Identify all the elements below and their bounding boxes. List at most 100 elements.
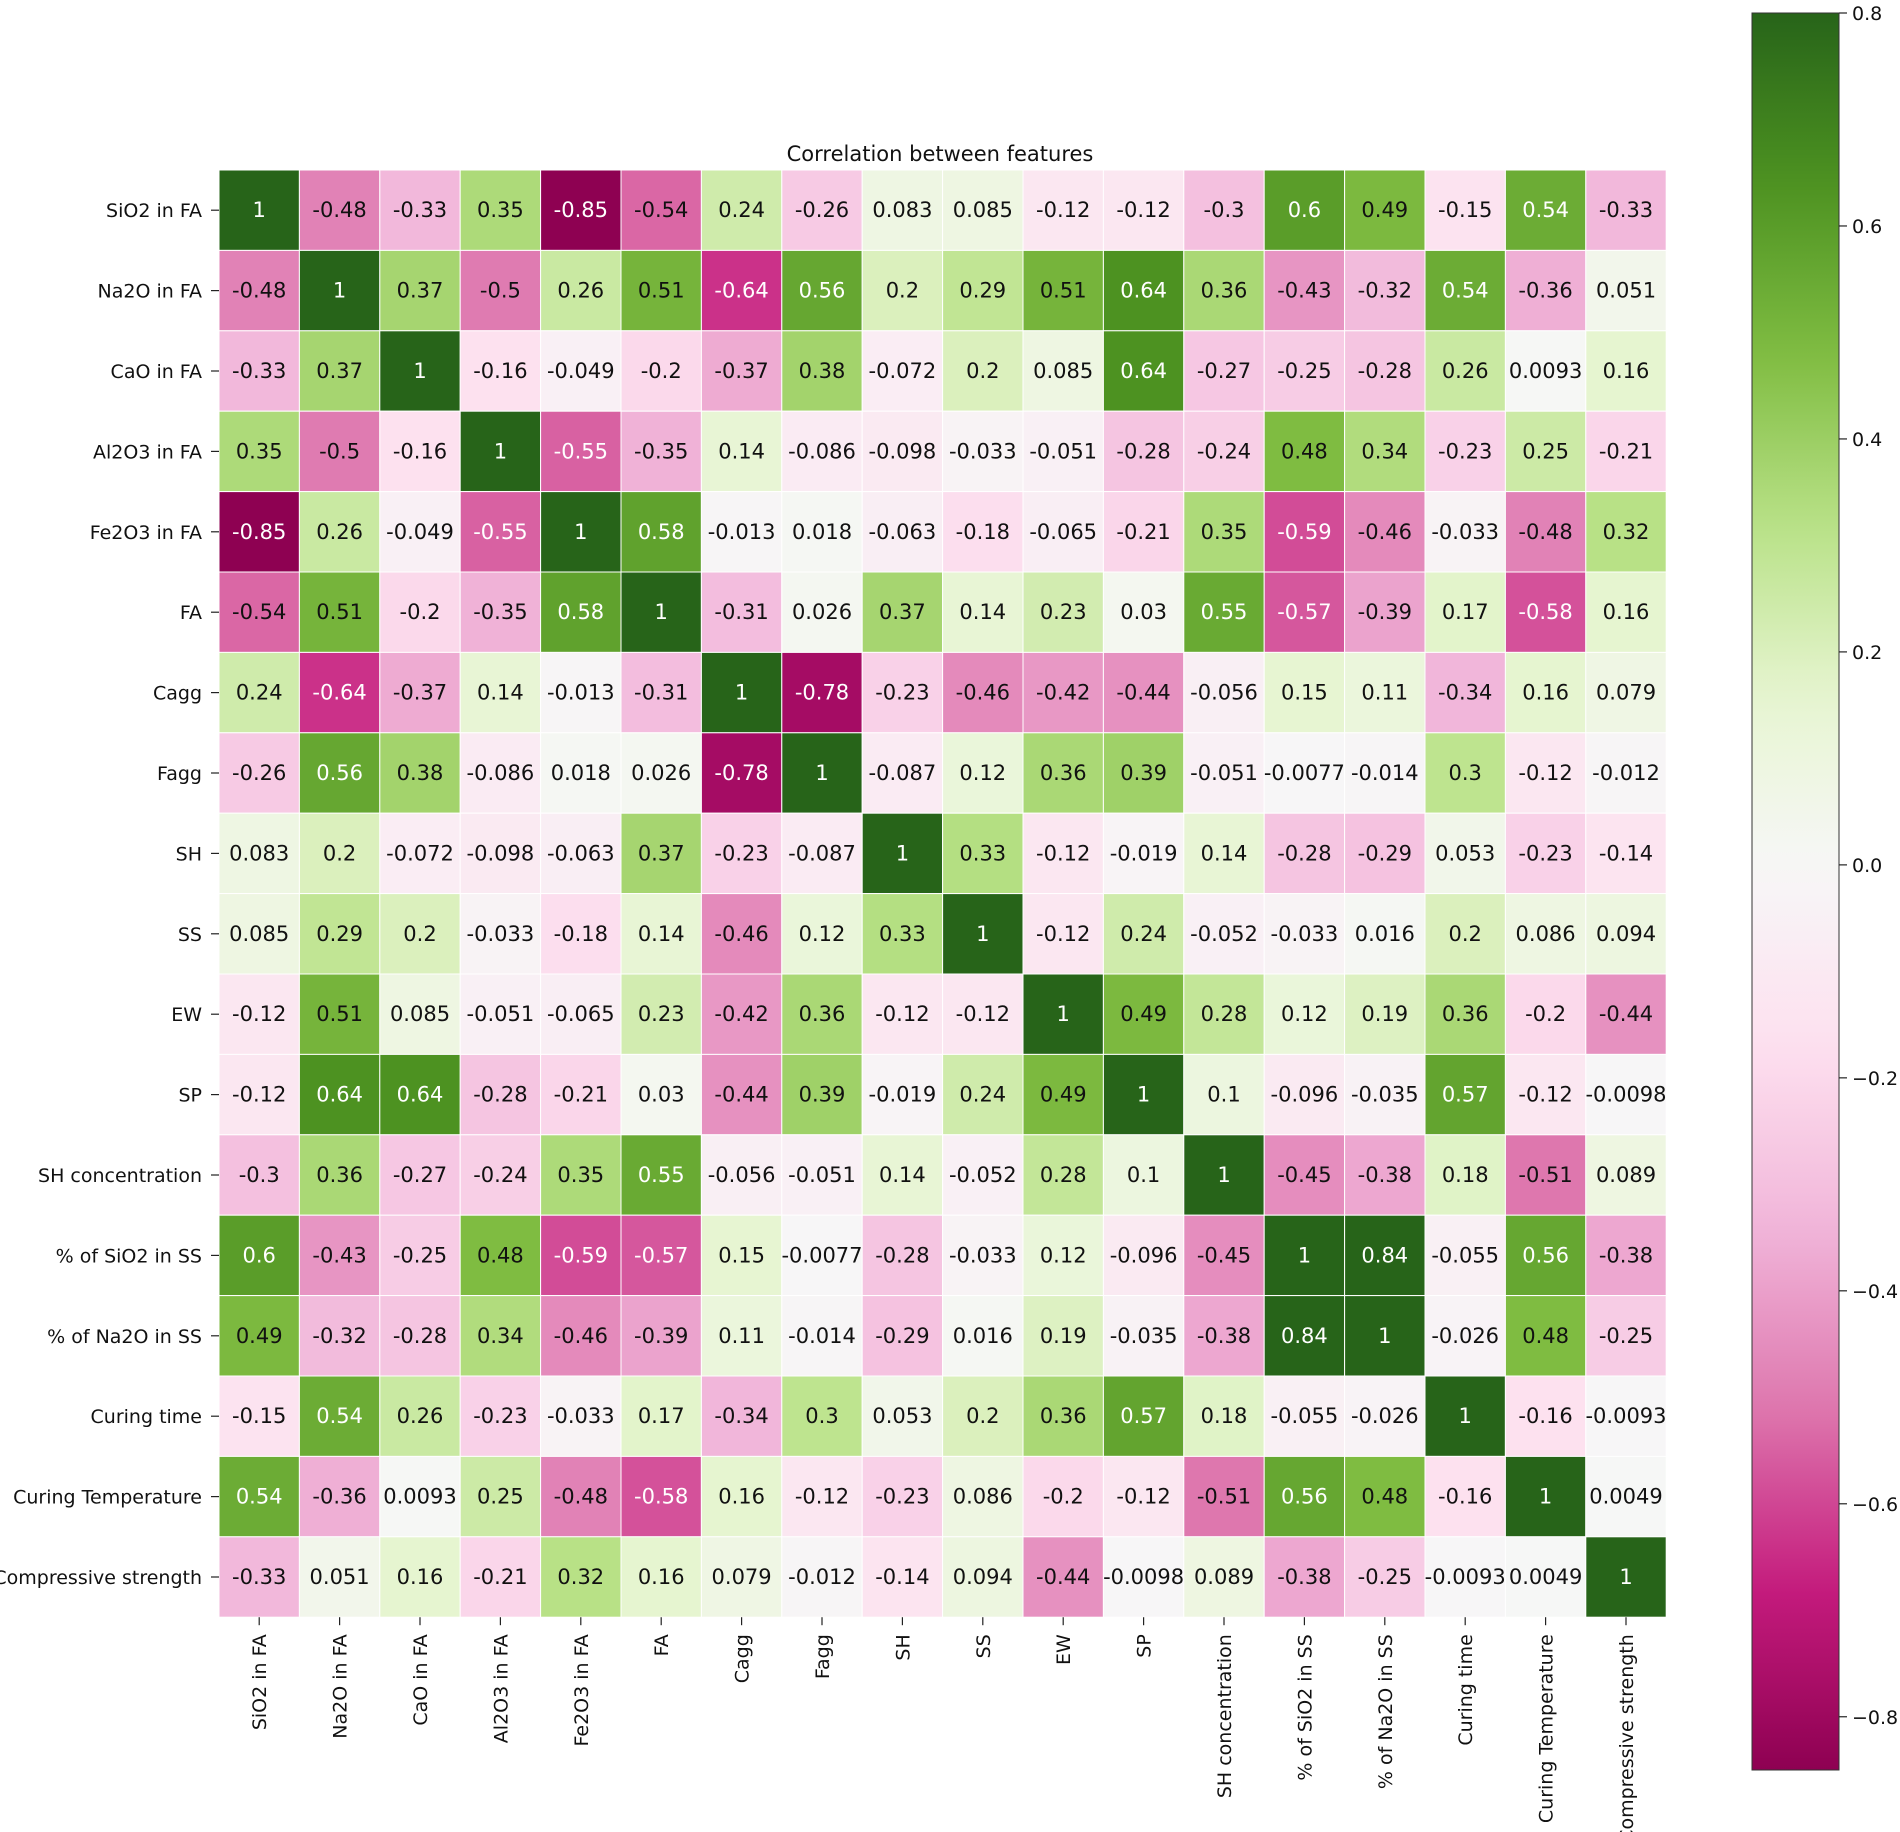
- y-tick-label: % of SiO2 in SS: [56, 1245, 202, 1267]
- cell-value-label: -0.056: [708, 1163, 776, 1187]
- cell-value-label: -0.21: [1116, 520, 1170, 544]
- heatmap-cell: [1102, 1295, 1185, 1377]
- heatmap-cell: [540, 812, 622, 895]
- cell-value-label: -0.78: [714, 761, 768, 785]
- heatmap-cell: [1504, 893, 1587, 975]
- heatmap-cell: [781, 169, 863, 251]
- x-tick-label: SH concentration: [1214, 1634, 1236, 1798]
- colorbar-tick-label: −0.6: [1852, 1494, 1898, 1516]
- heatmap-cell: [861, 571, 944, 653]
- cell-value-label: -0.58: [1518, 600, 1572, 624]
- cell-value-label: -0.46: [714, 922, 768, 946]
- heatmap-cell: [459, 1134, 542, 1216]
- cell-value-label: -0.46: [956, 681, 1010, 705]
- cell-value-label: 0.36: [799, 1002, 846, 1026]
- cell-value-label: -0.056: [1190, 681, 1258, 705]
- cell-value-label: -0.45: [1277, 1163, 1331, 1187]
- cell-value-label: -0.013: [547, 681, 615, 705]
- cell-value-label: -0.46: [554, 1324, 608, 1348]
- heatmap-cell: [942, 1455, 1024, 1538]
- heatmap-cell: [1504, 1053, 1587, 1136]
- heatmap-cell: [700, 169, 783, 251]
- cell-value-label: -0.44: [1036, 1565, 1090, 1589]
- heatmap-cell: [1102, 169, 1185, 251]
- cell-value-label: 0.38: [799, 359, 846, 383]
- heatmap-cell: [700, 1375, 783, 1457]
- heatmap-cell: [298, 571, 381, 653]
- colorbar: 0.8 0.6 0.4 0.2 0.0 −0.2 −0.4 −0.6 −0.8: [1751, 3, 1898, 1771]
- cell-value-label: -0.23: [875, 1485, 929, 1509]
- heatmap-cell: [1504, 571, 1587, 653]
- cell-value-label: 1: [1459, 1404, 1472, 1428]
- cell-value-label: -0.16: [473, 359, 527, 383]
- cell-value-label: 0.19: [1040, 1324, 1087, 1348]
- heatmap-cell: [298, 1134, 381, 1216]
- heatmap-cell: [700, 812, 783, 895]
- cell-value-label: 0.051: [310, 1565, 370, 1589]
- cell-value-label: 0.6: [242, 1243, 275, 1267]
- cell-value-label: -0.026: [1351, 1404, 1419, 1428]
- cell-value-label: 0.12: [1281, 1002, 1328, 1026]
- y-tick-label: CaO in FA: [111, 361, 202, 383]
- cell-value-label: -0.48: [554, 1485, 608, 1509]
- colorbar-tick-label: 0.6: [1852, 216, 1882, 238]
- cell-value-label: 0.48: [1361, 1485, 1408, 1509]
- heatmap-cell: [1504, 651, 1587, 734]
- heatmap-cell: [1183, 491, 1265, 573]
- cell-value-label: 0.086: [1516, 922, 1576, 946]
- cell-value-label: -0.26: [232, 761, 286, 785]
- heatmap-cell: [781, 330, 863, 412]
- heatmap-cell: [1504, 732, 1587, 814]
- cell-value-label: 0.2: [886, 279, 919, 303]
- cell-value-label: 0.085: [229, 922, 289, 946]
- heatmap-cell: [379, 249, 461, 332]
- cell-value-label: -0.019: [869, 1083, 937, 1107]
- chart-title: Correlation between features: [787, 142, 1094, 166]
- heatmap-cell: [1183, 651, 1265, 734]
- cell-value-label: -0.051: [1029, 439, 1097, 463]
- heatmap-cell: [1504, 1375, 1587, 1457]
- heatmap-cell: [1022, 249, 1104, 332]
- cell-value-label: 0.051: [1596, 279, 1656, 303]
- heatmap-cell: [298, 169, 381, 251]
- heatmap-cell: [861, 169, 944, 251]
- cell-value-label: 0.57: [1120, 1404, 1167, 1428]
- cell-value-label: -0.12: [232, 1002, 286, 1026]
- cell-value-label: -0.049: [386, 520, 454, 544]
- cell-value-label: 0.0093: [1509, 359, 1582, 383]
- cell-value-label: 0.079: [1596, 681, 1656, 705]
- cell-value-label: -0.39: [1358, 600, 1412, 624]
- cell-value-label: 0.1: [1207, 1083, 1240, 1107]
- heatmap-cell: [1022, 1134, 1104, 1216]
- x-tick-label: CaO in FA: [410, 1634, 432, 1725]
- heatmap-cell: [540, 651, 622, 734]
- heatmap-cell: [620, 1455, 702, 1538]
- cell-value-label: -0.36: [1518, 279, 1572, 303]
- cell-value-label: 0.16: [718, 1485, 765, 1509]
- cell-value-label: -0.052: [1190, 922, 1258, 946]
- cell-value-label: -0.54: [634, 198, 688, 222]
- cell-value-label: 0.12: [1040, 1243, 1087, 1267]
- cell-value-label: 0.36: [1040, 1404, 1087, 1428]
- cell-value-label: 0.84: [1281, 1324, 1328, 1348]
- cell-value-label: 0.085: [1033, 359, 1093, 383]
- heatmap-cell: [620, 1536, 702, 1618]
- heatmap-cell: [1585, 410, 1667, 493]
- cell-value-label: -0.59: [1277, 520, 1331, 544]
- heatmap-cell: [942, 410, 1024, 493]
- cell-value-label: 0.6: [1288, 198, 1321, 222]
- heatmap-cell: [298, 732, 381, 814]
- cell-value-label: -0.25: [393, 1243, 447, 1267]
- cell-value-label: -0.051: [467, 1002, 535, 1026]
- heatmap-cell: [1585, 1214, 1667, 1297]
- cell-value-label: 0.39: [799, 1083, 846, 1107]
- cell-value-label: -0.32: [1358, 279, 1412, 303]
- cell-value-label: 0.35: [236, 439, 283, 463]
- cell-value-label: 0.35: [557, 1163, 604, 1187]
- heatmap-cell: [620, 1053, 702, 1136]
- cell-value-label: -0.48: [312, 198, 366, 222]
- cell-value-label: -0.78: [795, 681, 849, 705]
- cell-value-label: 0.24: [959, 1083, 1006, 1107]
- heatmap-cell: [1585, 973, 1667, 1055]
- heatmap-cell: [540, 1295, 622, 1377]
